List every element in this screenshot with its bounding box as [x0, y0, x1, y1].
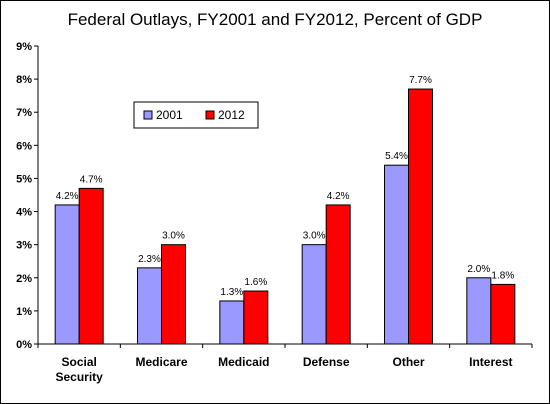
legend-label-2001: 2001	[156, 108, 183, 122]
data-label: 4.2%	[56, 191, 79, 202]
y-tick-label: 3%	[16, 240, 32, 252]
bar-2001-medicaid	[219, 300, 245, 345]
y-tick-label: 6%	[16, 140, 32, 152]
bar-2012-interest	[490, 283, 516, 345]
chart-title: Federal Outlays, FY2001 and FY2012, Perc…	[67, 10, 483, 29]
y-tick-label: 7%	[16, 107, 32, 119]
data-label: 5.4%	[385, 151, 408, 162]
data-label: 1.3%	[220, 287, 243, 298]
data-label: 3.0%	[303, 231, 326, 242]
data-label: 4.7%	[80, 174, 103, 185]
x-category-label: Security	[55, 370, 103, 384]
y-tick-label: 1%	[16, 306, 32, 318]
x-category-label: Other	[392, 355, 424, 369]
y-tick-label: 2%	[16, 273, 32, 285]
y-tick-label: 9%	[16, 41, 32, 53]
data-label: 2.3%	[138, 254, 161, 265]
bar-2001-defense	[301, 244, 327, 345]
data-label: 2.0%	[467, 264, 490, 275]
legend-label-2012: 2012	[218, 108, 245, 122]
bar-2001-interest	[466, 277, 492, 345]
bar-2012-medicare	[161, 244, 186, 345]
y-tick-label: 4%	[16, 207, 32, 219]
legend-swatch-2001	[143, 110, 153, 120]
y-tick-label: 8%	[16, 74, 32, 86]
bar-2001-other	[384, 164, 409, 345]
x-category-label: Medicaid	[218, 355, 269, 369]
bar-2012-social-security	[78, 187, 104, 345]
bar-2001-medicare	[137, 267, 162, 345]
bar-2012-defense	[325, 204, 351, 345]
data-label: 7.7%	[409, 75, 432, 86]
x-category-label: Interest	[469, 355, 512, 369]
legend-swatch-2012	[205, 110, 215, 120]
x-category-label: Social	[61, 355, 96, 369]
bar-2001-social-security	[54, 204, 80, 345]
legend-box	[133, 101, 259, 129]
data-label: 1.8%	[491, 270, 514, 281]
data-label: 4.2%	[327, 191, 350, 202]
y-tick-label: 5%	[16, 173, 32, 185]
data-label: 3.0%	[162, 231, 185, 242]
y-tick-label: 0%	[16, 339, 32, 351]
x-category-label: Medicare	[135, 355, 187, 369]
bar-2012-medicaid	[243, 290, 269, 345]
x-category-label: Defense	[303, 355, 350, 369]
bar-2012-other	[408, 88, 433, 345]
data-label: 1.6%	[244, 277, 267, 288]
